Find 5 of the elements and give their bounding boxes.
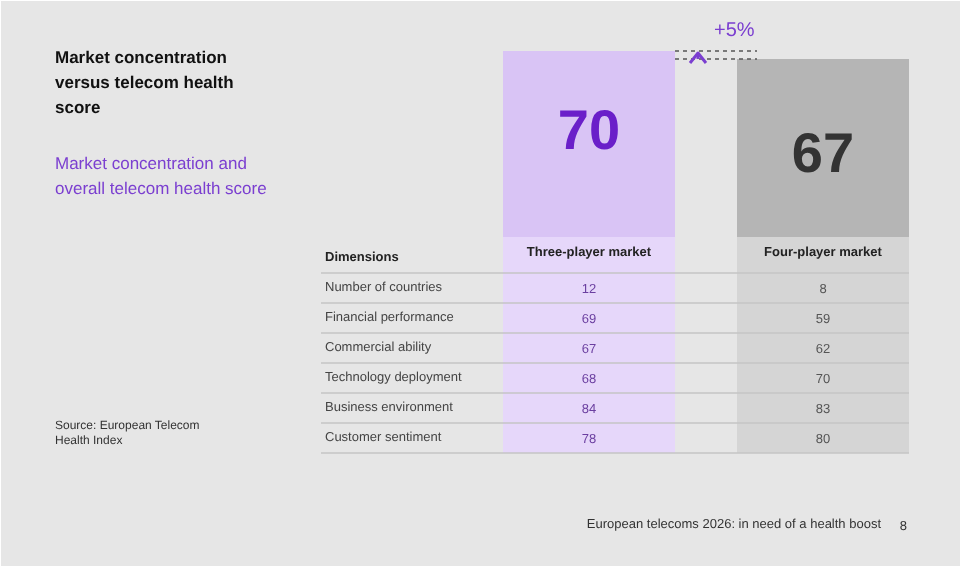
text: Market concentration versus telecom health score xyxy=(55,47,234,117)
text: +5% xyxy=(714,20,755,42)
text: Market concentration and overall telecom health score xyxy=(55,153,268,198)
data-label: 67 xyxy=(791,121,855,184)
data-label: 70 xyxy=(557,99,621,162)
